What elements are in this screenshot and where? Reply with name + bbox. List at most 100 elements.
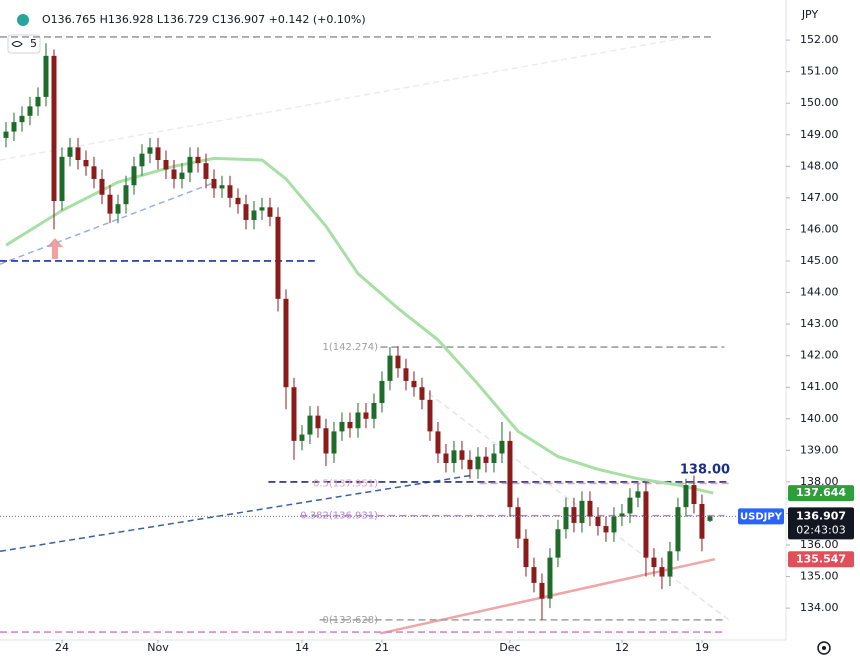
y-tick-label: 150.00	[800, 96, 839, 109]
symbol-tag	[738, 508, 784, 525]
candle-body	[283, 298, 289, 388]
candle-body	[147, 147, 153, 154]
y-tick-label: 134.00	[800, 601, 839, 614]
indicator-count: 5	[30, 37, 37, 50]
y-tick-label: 152.00	[800, 33, 839, 46]
y-tick-label: 146.00	[800, 222, 839, 235]
candle-body	[467, 459, 473, 470]
candle-body	[211, 178, 217, 189]
candle-body	[675, 507, 681, 552]
candle-body	[43, 55, 49, 97]
trendline	[0, 36, 691, 161]
candle-body	[635, 491, 641, 498]
candle-body	[435, 431, 441, 454]
y-tick-label: 143.00	[800, 317, 839, 330]
candle-body	[155, 147, 161, 160]
candle-body	[123, 185, 129, 205]
price-tag-label: 137.644	[796, 486, 846, 499]
candle-body	[419, 387, 425, 400]
trendline	[0, 181, 216, 265]
candle-body	[379, 380, 385, 403]
candle-body	[51, 55, 57, 202]
candle-body	[659, 567, 665, 577]
candle-body	[491, 453, 497, 463]
candle-body	[483, 456, 489, 463]
candle-body	[3, 131, 9, 138]
candle-body	[371, 402, 377, 419]
candle-body	[163, 160, 169, 170]
candle-body	[571, 507, 577, 523]
candle-body	[11, 122, 17, 132]
y-tick-label: 144.00	[800, 286, 839, 299]
candle-body	[691, 485, 697, 504]
candle-body	[403, 368, 409, 381]
candle-body	[507, 440, 513, 508]
y-tick-label: 147.00	[800, 191, 839, 204]
candle-body	[427, 399, 433, 432]
candle-body	[595, 516, 601, 527]
candle-body	[267, 207, 273, 217]
candle-body	[91, 166, 97, 179]
currency-label: JPY	[801, 8, 819, 21]
candle-body	[203, 163, 209, 179]
candle-body	[83, 160, 89, 167]
settings-icon[interactable]	[817, 641, 831, 655]
candle-body	[531, 567, 537, 583]
candle-body	[275, 216, 281, 299]
candle-body	[179, 172, 185, 179]
candle-body	[299, 434, 305, 441]
candle-body	[387, 355, 393, 381]
candle-body	[27, 106, 33, 116]
candle-body	[611, 516, 617, 533]
status-icon	[17, 14, 29, 26]
candle-body	[603, 526, 609, 533]
candle-body	[643, 491, 649, 558]
x-tick-label: 19	[695, 641, 709, 654]
candle-body	[315, 415, 321, 429]
arrow-marker	[47, 238, 63, 259]
candle-body	[339, 421, 345, 432]
trendline	[419, 386, 731, 622]
candle-body	[107, 194, 113, 214]
ohlc-header: O136.765 H136.928 L136.729 C136.907 +0.1…	[42, 13, 366, 26]
candle-body	[243, 204, 249, 220]
x-tick-label: 14	[295, 641, 309, 654]
candle-body	[99, 178, 105, 195]
price-tag	[788, 551, 854, 568]
candle-body	[547, 557, 553, 599]
price-tag-label: 135.547	[796, 552, 846, 565]
candle-body	[667, 551, 673, 577]
candle-body	[219, 185, 225, 189]
candle-body	[19, 115, 25, 123]
y-tick-label: 145.00	[800, 254, 839, 267]
price-tag-label: 136.907	[796, 509, 846, 522]
candle-body	[227, 185, 233, 198]
price-tag	[788, 485, 854, 502]
y-tick-label: 141.00	[800, 380, 839, 393]
y-tick-label: 135.00	[800, 570, 839, 583]
candle-body	[59, 156, 65, 202]
candle-body	[331, 431, 337, 454]
y-tick-label: 136.00	[800, 538, 839, 551]
candle-body	[515, 507, 521, 539]
x-tick-label: 12	[615, 641, 629, 654]
candle-body	[579, 500, 585, 523]
candle-body	[323, 428, 329, 454]
candle-body	[707, 516, 713, 521]
candle-body	[555, 529, 561, 558]
x-tick-label: 24	[55, 641, 69, 654]
candle-body	[355, 412, 361, 429]
candle-body	[563, 507, 569, 530]
candle-body	[363, 412, 369, 419]
candle-body	[627, 497, 633, 514]
candle-body	[235, 197, 241, 205]
eye-icon	[11, 41, 23, 47]
candle-body	[347, 421, 353, 429]
level-label: 138.00	[680, 462, 730, 477]
y-tick-label: 149.00	[800, 128, 839, 141]
candle-body	[651, 557, 657, 568]
indicator-toggle[interactable]	[7, 34, 41, 54]
candle-body	[187, 156, 193, 173]
symbol-label: USDJPY	[740, 511, 783, 522]
